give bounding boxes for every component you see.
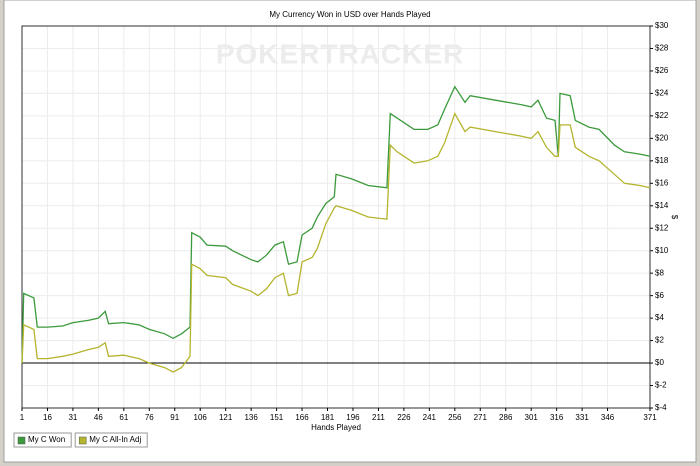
watermark: POKERTRACKER	[216, 38, 464, 69]
x-tick-label: 76	[145, 413, 154, 422]
y-tick-label: $-4	[655, 403, 667, 412]
chart-title: My Currency Won in USD over Hands Played	[269, 10, 430, 19]
y-tick-label: $16	[655, 178, 669, 187]
x-tick-label: 181	[321, 413, 335, 422]
x-tick-label: 1	[20, 413, 25, 422]
x-tick-label: 241	[423, 413, 437, 422]
x-tick-label: 46	[94, 413, 103, 422]
x-tick-label: 271	[474, 413, 488, 422]
x-tick-label: 256	[448, 413, 462, 422]
y-tick-label: $8	[655, 268, 664, 277]
x-tick-label: 196	[346, 413, 360, 422]
x-tick-label: 121	[219, 413, 233, 422]
legend-swatch	[78, 436, 87, 445]
y-tick-label: $18	[655, 156, 669, 165]
legend-label: My C All-In Adj	[89, 435, 141, 444]
x-tick-label: 316	[550, 413, 564, 422]
y-tick-label: $6	[655, 291, 664, 300]
y-tick-label: $30	[655, 21, 669, 30]
x-tick-label: 61	[119, 413, 128, 422]
x-tick-label: 31	[68, 413, 77, 422]
y-tick-label: $2	[655, 336, 664, 345]
y-tick-label: $20	[655, 133, 669, 142]
x-tick-label: 166	[295, 413, 309, 422]
x-tick-label: 331	[575, 413, 589, 422]
x-tick-label: 346	[601, 413, 615, 422]
y-tick-label: $26	[655, 66, 669, 75]
legend-label: My C Won	[28, 435, 65, 444]
x-tick-label: 151	[270, 413, 284, 422]
x-tick-label: 371	[643, 413, 657, 422]
series-line	[21, 112, 651, 373]
chart-background	[3, 0, 697, 463]
y-tick-label: $-2	[655, 381, 667, 390]
x-axis-label: Hands Played	[311, 423, 361, 432]
legend-item-frame	[74, 432, 148, 448]
y-tick-label: $0	[655, 358, 664, 367]
y-tick-label: $24	[655, 89, 669, 98]
y-tick-label: $22	[655, 111, 669, 120]
y-tick-label: $12	[655, 223, 669, 232]
x-tick-label: 301	[525, 413, 539, 422]
legend-swatch	[17, 436, 26, 445]
y-tick-label: $4	[655, 313, 664, 322]
x-tick-label: 286	[499, 413, 513, 422]
x-tick-label: 91	[170, 413, 179, 422]
series-line	[21, 85, 651, 364]
x-tick-label: 136	[244, 413, 258, 422]
plot-frame	[21, 25, 651, 409]
legend-item-frame	[13, 432, 72, 448]
x-tick-label: 211	[372, 413, 385, 422]
x-tick-label: 106	[194, 413, 208, 422]
x-tick-label: 16	[43, 413, 52, 422]
y-tick-label: $10	[655, 246, 669, 255]
y-tick-label: $14	[655, 201, 669, 210]
x-tick-label: 226	[397, 413, 411, 422]
y-axis-label: $	[670, 215, 679, 220]
y-tick-label: $28	[655, 44, 669, 53]
